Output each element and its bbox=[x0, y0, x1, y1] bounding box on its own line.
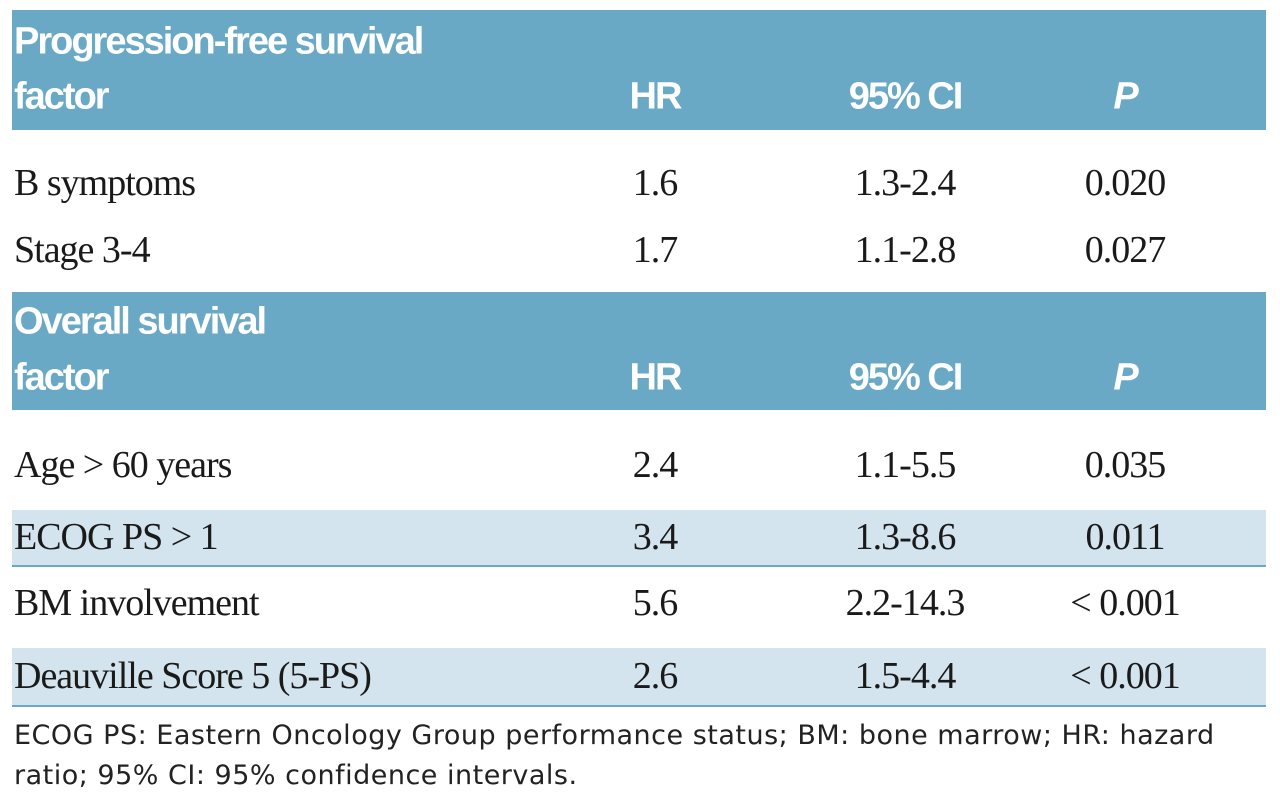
cell-value: 1.5-4.4 bbox=[854, 655, 957, 697]
row-rule bbox=[12, 565, 1266, 567]
cell-value: 0.020 bbox=[1084, 162, 1166, 204]
column-header: HR bbox=[629, 356, 683, 399]
cell-value: 2.6 bbox=[632, 655, 678, 697]
section-header bbox=[12, 10, 1266, 130]
cell-value: 1.7 bbox=[632, 229, 678, 271]
cell-value: 1.3-8.6 bbox=[854, 516, 957, 558]
cell-value: 2.4 bbox=[632, 444, 678, 486]
footnote: ECOG PS: Eastern Oncology Group performa… bbox=[14, 720, 1215, 791]
column-header: factor bbox=[14, 75, 110, 118]
section-header bbox=[12, 292, 1266, 410]
row-shade bbox=[12, 510, 1266, 566]
column-header: 95% CI bbox=[848, 75, 964, 118]
row-label: Stage 3-4 bbox=[14, 229, 151, 271]
row-label: Deauville Score 5 (5-PS) bbox=[14, 655, 372, 697]
column-header: HR bbox=[629, 75, 683, 118]
cell-value: 1.6 bbox=[632, 162, 678, 204]
column-header: 95% CI bbox=[848, 356, 964, 399]
cell-value: < 0.001 bbox=[1070, 582, 1180, 624]
column-header: P bbox=[1113, 75, 1138, 118]
section-title: Progression-free survival bbox=[14, 20, 424, 63]
row-label: Age > 60 years bbox=[14, 444, 232, 486]
row-shade bbox=[12, 648, 1266, 706]
column-header: factor bbox=[14, 356, 110, 399]
section-title: Overall survival bbox=[14, 300, 267, 343]
row-label: ECOG PS > 1 bbox=[14, 516, 219, 558]
cell-value: 0.011 bbox=[1085, 516, 1165, 558]
cell-value: 1.3-2.4 bbox=[854, 162, 957, 204]
row-label: BM involvement bbox=[14, 582, 260, 624]
cell-value: 5.6 bbox=[632, 582, 678, 624]
row-label: B symptoms bbox=[14, 162, 196, 204]
cell-value: < 0.001 bbox=[1070, 655, 1180, 697]
cell-value: 0.027 bbox=[1084, 229, 1166, 271]
cell-value: 2.2-14.3 bbox=[845, 582, 966, 624]
cell-value: 3.4 bbox=[632, 516, 678, 558]
cell-value: 0.035 bbox=[1084, 444, 1166, 486]
cell-value: 1.1-2.8 bbox=[854, 229, 957, 271]
column-header: P bbox=[1113, 356, 1138, 399]
row-rule bbox=[12, 705, 1266, 707]
cell-value: 1.1-5.5 bbox=[854, 444, 957, 486]
